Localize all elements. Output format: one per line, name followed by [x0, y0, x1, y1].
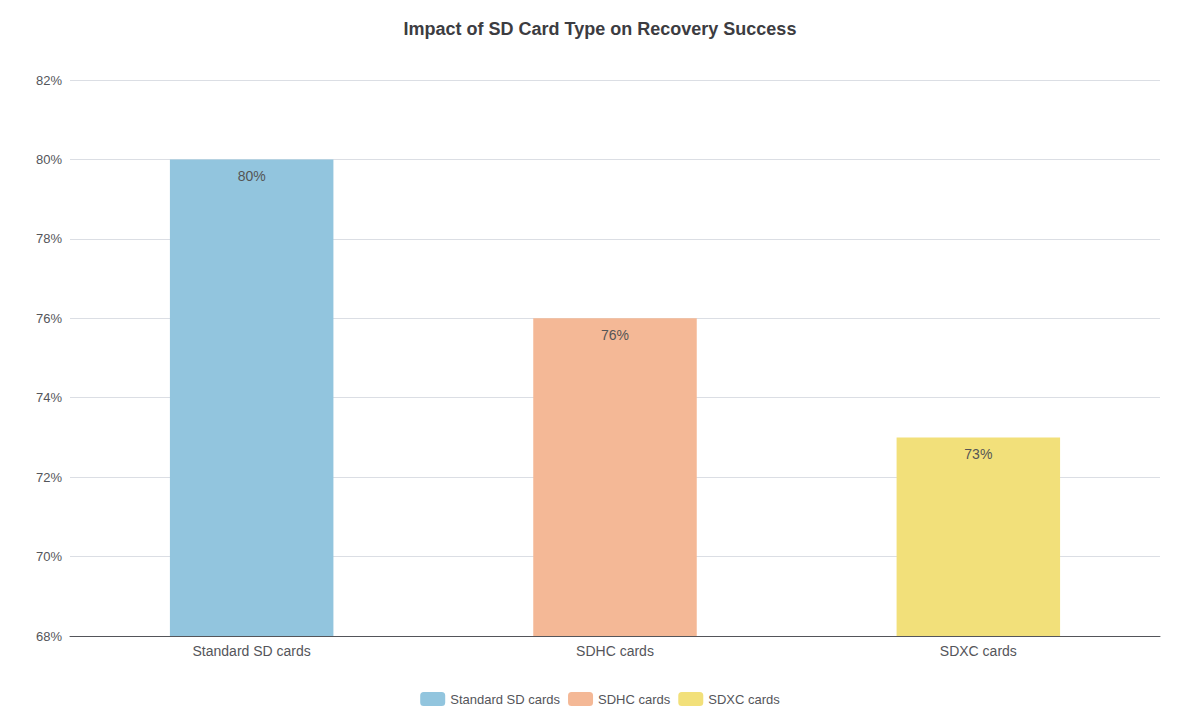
svg-text:78%: 78%	[36, 231, 62, 246]
svg-text:SDXC cards: SDXC cards	[708, 692, 780, 707]
svg-text:SDXC cards: SDXC cards	[940, 643, 1017, 659]
svg-text:82%: 82%	[36, 73, 62, 88]
svg-text:Standard SD cards: Standard SD cards	[450, 692, 560, 707]
svg-text:72%: 72%	[36, 470, 62, 485]
svg-text:80%: 80%	[36, 152, 62, 167]
svg-text:76%: 76%	[601, 327, 629, 343]
svg-text:76%: 76%	[36, 311, 62, 326]
svg-text:73%: 73%	[964, 446, 992, 462]
svg-text:68%: 68%	[36, 629, 62, 644]
svg-text:Impact of SD Card Type on Reco: Impact of SD Card Type on Recovery Succe…	[404, 19, 797, 39]
svg-text:Standard SD cards: Standard SD cards	[193, 643, 311, 659]
svg-text:70%: 70%	[36, 549, 62, 564]
svg-text:74%: 74%	[36, 390, 62, 405]
svg-text:SDHC cards: SDHC cards	[576, 643, 654, 659]
svg-text:80%: 80%	[238, 168, 266, 184]
svg-text:SDHC cards: SDHC cards	[598, 692, 671, 707]
